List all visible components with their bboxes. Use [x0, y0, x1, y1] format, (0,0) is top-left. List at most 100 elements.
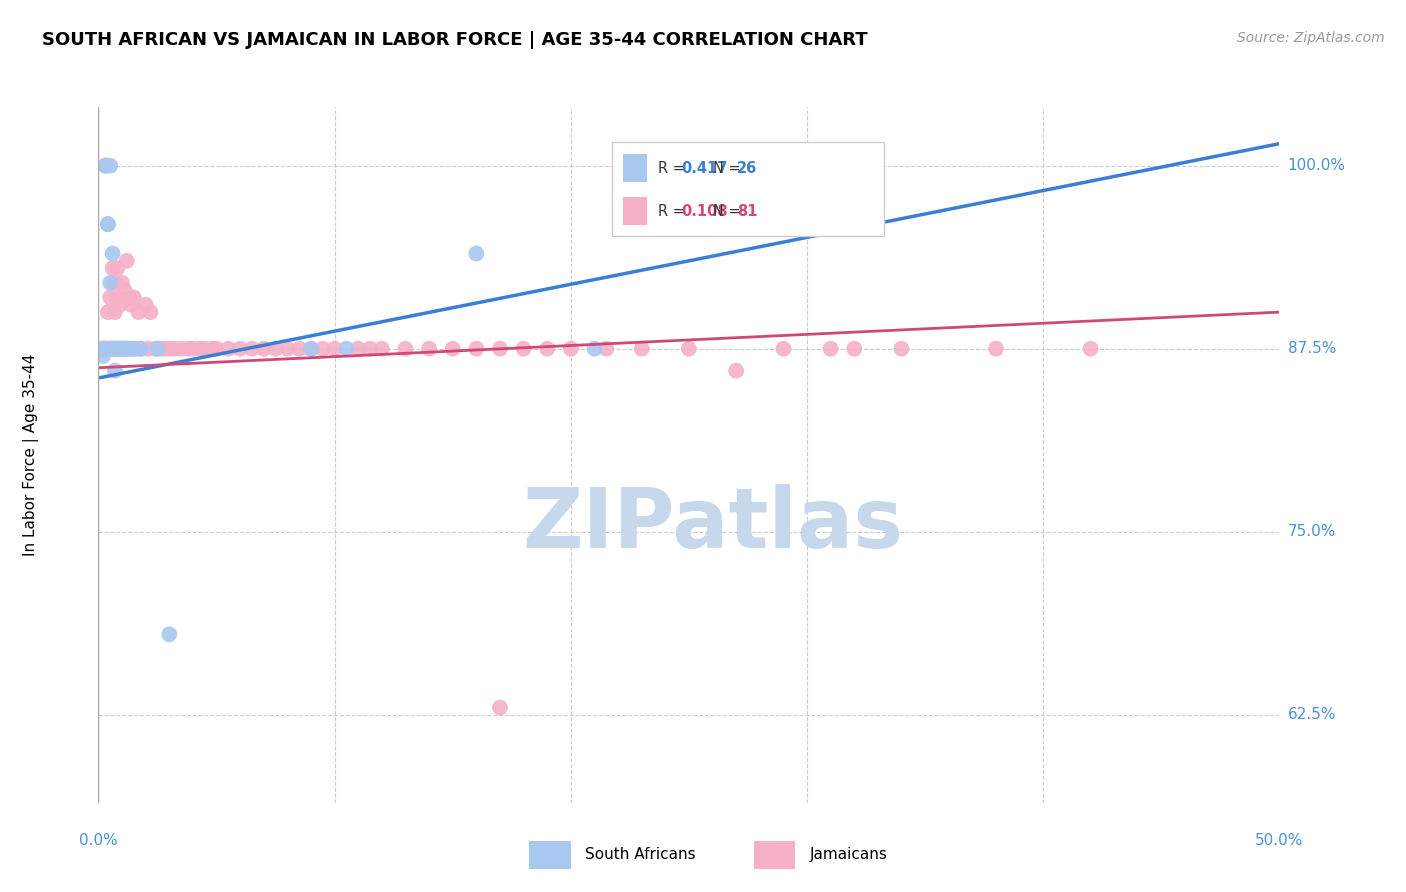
Text: 0.0%: 0.0% — [79, 833, 118, 848]
Point — [111, 342, 134, 356]
Point — [94, 342, 117, 356]
Point — [299, 342, 322, 356]
Point — [984, 342, 1007, 356]
Point — [104, 342, 127, 356]
Point — [112, 283, 135, 297]
Point — [97, 217, 120, 231]
Point — [91, 349, 114, 363]
Point — [253, 342, 276, 356]
Point — [177, 342, 200, 356]
Point — [90, 342, 112, 356]
Point — [229, 342, 252, 356]
Point — [94, 159, 117, 173]
Text: 0.108: 0.108 — [682, 204, 728, 219]
Point — [112, 342, 135, 356]
Text: 87.5%: 87.5% — [1288, 342, 1336, 356]
Point — [129, 342, 152, 356]
Point — [583, 342, 606, 356]
Point — [678, 342, 700, 356]
Point — [264, 342, 287, 356]
Point — [91, 342, 114, 356]
Point — [188, 342, 211, 356]
Point — [101, 342, 124, 356]
Point — [125, 342, 148, 356]
Point — [170, 342, 193, 356]
Point — [91, 342, 114, 356]
Point — [104, 364, 127, 378]
Point — [94, 342, 117, 356]
Point — [153, 342, 176, 356]
Point — [157, 342, 180, 356]
Point — [104, 342, 127, 356]
Point — [94, 159, 117, 173]
Point — [335, 342, 357, 356]
Point — [323, 342, 346, 356]
Point — [98, 276, 121, 290]
Text: R =: R = — [658, 204, 690, 219]
Point — [97, 217, 120, 231]
Text: 50.0%: 50.0% — [1256, 833, 1303, 848]
Point — [890, 342, 912, 356]
Point — [104, 276, 127, 290]
Point — [149, 342, 172, 356]
Point — [98, 290, 121, 304]
Point — [465, 246, 488, 260]
Point — [465, 342, 488, 356]
Point — [347, 342, 370, 356]
Point — [118, 342, 141, 356]
Point — [299, 342, 322, 356]
Text: Jamaicans: Jamaicans — [810, 847, 887, 863]
FancyBboxPatch shape — [530, 841, 571, 869]
Text: 81: 81 — [737, 204, 758, 219]
Point — [1080, 342, 1102, 356]
Point — [163, 342, 186, 356]
Point — [121, 298, 143, 312]
Text: South Africans: South Africans — [585, 847, 696, 863]
Point — [312, 342, 335, 356]
Point — [108, 342, 131, 356]
Point — [157, 627, 180, 641]
Text: 0.417: 0.417 — [682, 161, 728, 176]
Text: Source: ZipAtlas.com: Source: ZipAtlas.com — [1237, 31, 1385, 45]
FancyBboxPatch shape — [623, 154, 648, 182]
Point — [101, 261, 124, 276]
Point — [112, 342, 135, 356]
Text: 75.0%: 75.0% — [1288, 524, 1336, 540]
Point — [115, 342, 138, 356]
Text: 26: 26 — [737, 161, 758, 176]
Point — [394, 342, 416, 356]
Point — [98, 159, 121, 173]
Point — [135, 298, 157, 312]
Point — [101, 342, 124, 356]
Point — [122, 342, 145, 356]
FancyBboxPatch shape — [623, 197, 648, 226]
Point — [146, 342, 169, 356]
Point — [115, 342, 138, 356]
Point — [181, 342, 204, 356]
Point — [108, 298, 131, 312]
Text: 62.5%: 62.5% — [1288, 707, 1336, 723]
Point — [108, 342, 131, 356]
Point — [105, 342, 128, 356]
Text: R =: R = — [658, 161, 690, 176]
Point — [560, 342, 582, 356]
Text: ZIPatlas: ZIPatlas — [522, 484, 903, 565]
Point — [489, 342, 512, 356]
Text: 100.0%: 100.0% — [1288, 158, 1346, 173]
Point — [101, 246, 124, 260]
Point — [820, 342, 842, 356]
Point — [143, 342, 166, 356]
Point — [91, 342, 114, 356]
Point — [105, 261, 128, 276]
Point — [122, 290, 145, 304]
Point — [104, 305, 127, 319]
Point — [98, 342, 121, 356]
Point — [512, 342, 534, 356]
Point — [128, 305, 150, 319]
Point — [97, 342, 120, 356]
FancyBboxPatch shape — [612, 142, 884, 235]
Point — [217, 342, 239, 356]
Point — [595, 342, 617, 356]
Point — [201, 342, 224, 356]
Point — [136, 342, 159, 356]
